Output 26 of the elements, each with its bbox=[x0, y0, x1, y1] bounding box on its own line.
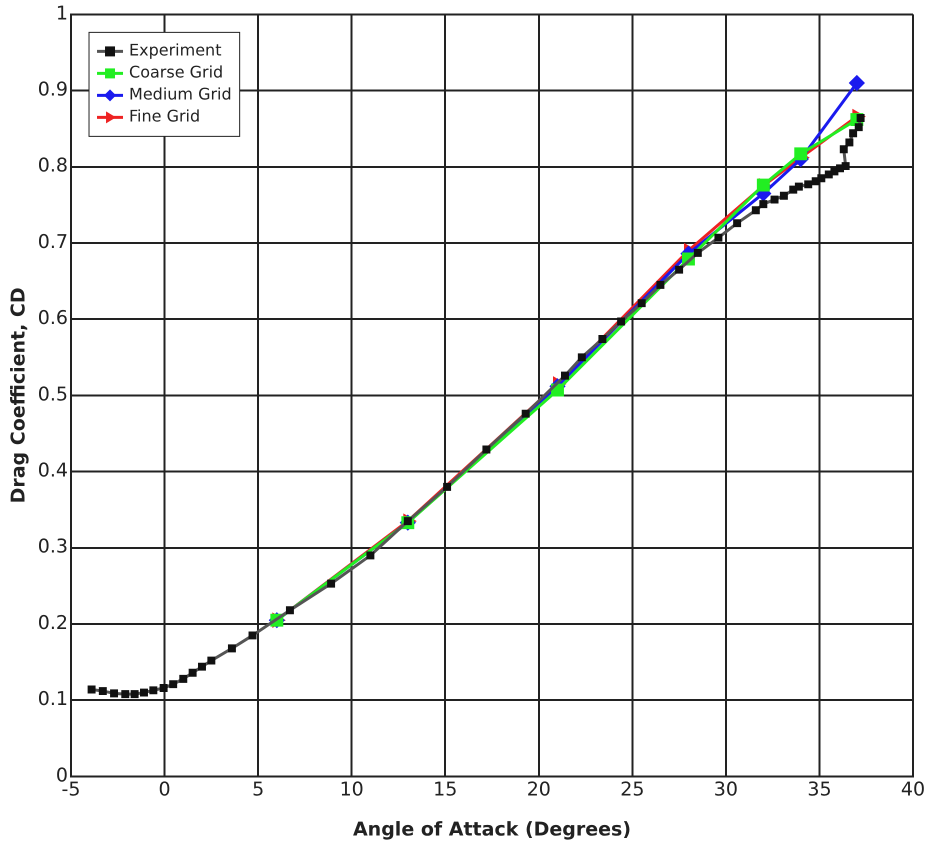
x-tick-label: 10 bbox=[340, 778, 364, 801]
y-tick-label: 0.4 bbox=[38, 460, 68, 482]
y-tick-label: 0.9 bbox=[38, 78, 68, 101]
x-tick-label: 40 bbox=[900, 778, 926, 801]
y-tick-label: 0.1 bbox=[38, 688, 68, 710]
y-tick-label: 1 bbox=[56, 2, 68, 24]
y-tick-label: 0 bbox=[56, 764, 68, 786]
y-tick-label: 0.8 bbox=[38, 154, 68, 177]
y-tick-label: 0.5 bbox=[38, 383, 68, 406]
y-tick-label: 0.7 bbox=[38, 230, 68, 253]
x-tick-label: 5 bbox=[252, 778, 264, 801]
x-axis-title: Angle of Attack (Degrees) bbox=[352, 818, 632, 841]
legend-label: Coarse Grid bbox=[129, 62, 224, 82]
x-tick-label: 35 bbox=[807, 778, 832, 801]
y-tick-label: 0.6 bbox=[38, 307, 68, 330]
legend-label: Fine Grid bbox=[129, 106, 200, 126]
y-axis-title: Drag Coefficient, CD bbox=[7, 287, 30, 504]
y-tick-label: 0.2 bbox=[38, 612, 68, 634]
x-tick-label: 0 bbox=[158, 778, 171, 801]
x-tick-label: 20 bbox=[526, 778, 551, 801]
y-tick-label: 0.3 bbox=[38, 536, 68, 558]
legend-label: Medium Grid bbox=[129, 84, 232, 104]
legend-label: Experiment bbox=[129, 40, 222, 60]
x-tick-label: 30 bbox=[714, 778, 738, 801]
x-tick-label: 25 bbox=[620, 778, 644, 801]
x-tick-label: 15 bbox=[433, 778, 458, 801]
